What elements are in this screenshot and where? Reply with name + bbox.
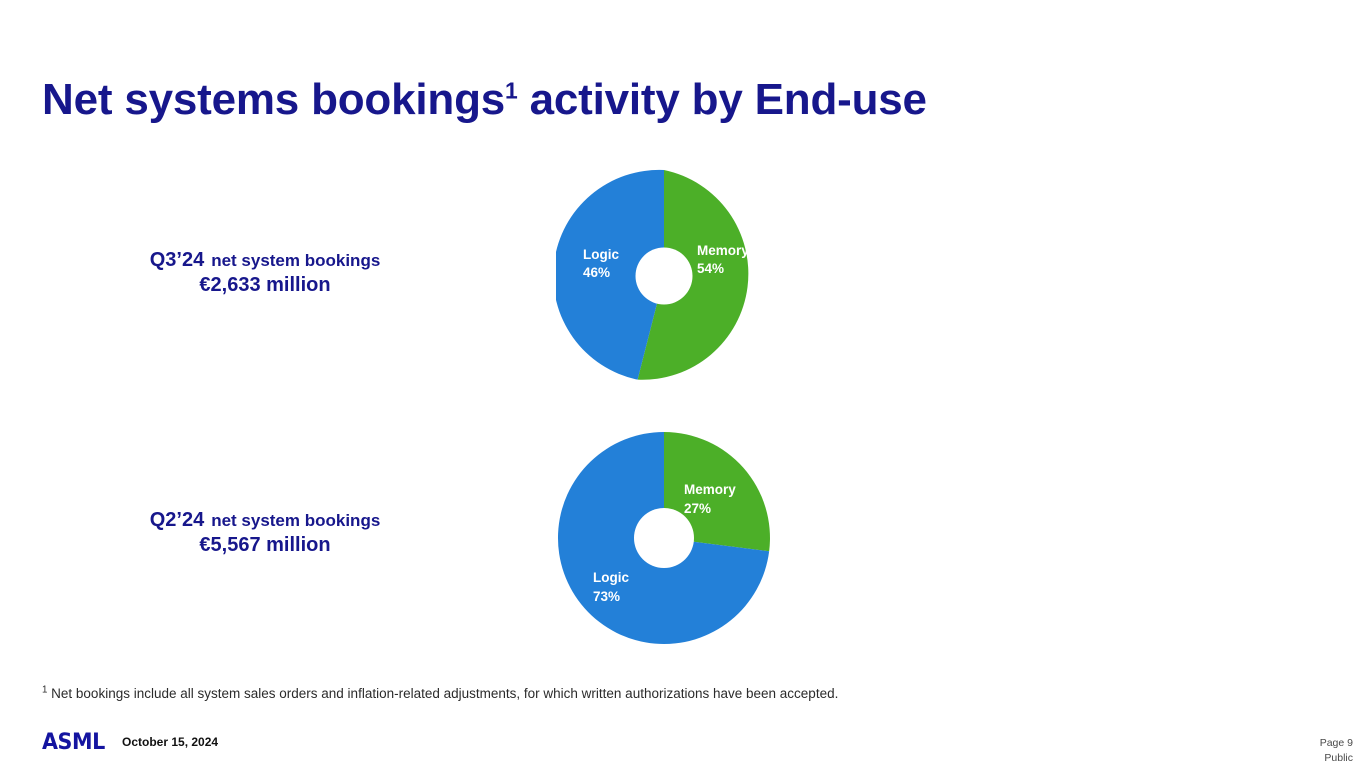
- donut-label-memory-name: Memory: [684, 482, 736, 497]
- footnote-text: Net bookings include all system sales or…: [47, 686, 839, 701]
- page-title-rest: activity by End-use: [517, 75, 927, 125]
- donut-label-memory-pct: 27%: [684, 501, 711, 516]
- caption-line-period: Q3’24 net system bookings: [0, 248, 530, 272]
- caption-period: Q3’24: [149, 249, 205, 271]
- caption-amount: €5,567 million: [199, 534, 331, 557]
- chart-caption-q3-2024: Q3’24 net system bookings €2,633 million: [0, 248, 530, 299]
- donut-label-logic-pct: 46%: [583, 265, 610, 280]
- donut-slice-memory: [664, 432, 770, 552]
- donut-label-logic-pct: 73%: [593, 589, 620, 604]
- donut-svg-q2-2024: Memory 27% Logic 73%: [557, 432, 770, 644]
- donut-label-memory-pct: 54%: [697, 261, 724, 276]
- footnote: 1 Net bookings include all system sales …: [42, 684, 839, 701]
- caption-description: net system bookings: [211, 511, 381, 530]
- donut-svg-q3-2024: Memory 54% Logic 46%: [556, 169, 749, 380]
- caption-amount: €2,633 million: [199, 274, 331, 297]
- donut-hole: [634, 508, 694, 568]
- page-number: Page 9: [1319, 737, 1353, 749]
- donut-slice-logic: [556, 169, 664, 380]
- donut-label-memory-name: Memory: [697, 243, 749, 258]
- classification-label: Public: [1324, 751, 1353, 764]
- footer-meta: Page 9 Public: [1320, 736, 1353, 766]
- caption-period: Q2’24: [149, 509, 205, 531]
- donut-chart-q2-2024: Memory 27% Logic 73%: [556, 430, 772, 646]
- asml-logo: ASML: [42, 730, 105, 755]
- donut-chart-q3-2024: Memory 54% Logic 46%: [556, 168, 772, 384]
- donut-hole: [635, 247, 693, 305]
- caption-line-period: Q2’24 net system bookings: [0, 508, 530, 532]
- caption-description: net system bookings: [211, 251, 381, 270]
- donut-slice-memory: [637, 170, 749, 380]
- chart-caption-q2-2024: Q2’24 net system bookings €5,567 million: [0, 508, 530, 559]
- page-title-main: Net systems bookings: [42, 75, 506, 125]
- donut-label-logic-name: Logic: [583, 247, 619, 262]
- footer-date: October 15, 2024: [122, 735, 219, 749]
- footnote-marker: 1: [42, 684, 48, 696]
- donut-label-logic-name: Logic: [593, 570, 629, 585]
- page-title-footnote-marker: 1: [505, 77, 518, 104]
- page-title: Net systems bookings1 activity by End-us…: [42, 76, 927, 124]
